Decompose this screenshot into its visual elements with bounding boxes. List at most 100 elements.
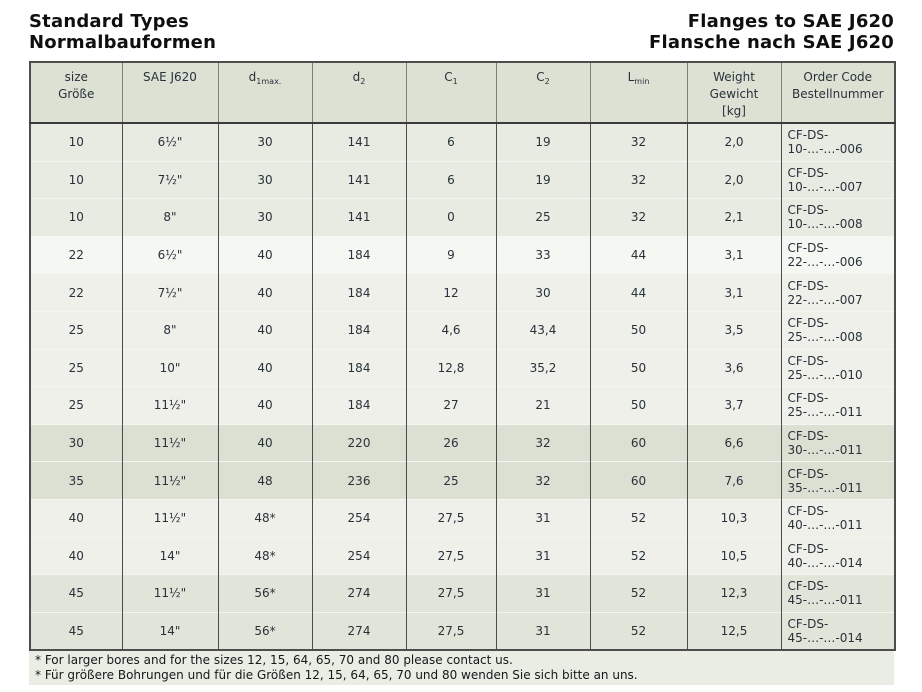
page-title-block: Standard Types Normalbauformen (29, 11, 216, 53)
cell-d2: 274 (312, 611, 407, 651)
cell-size: 40 (30, 498, 123, 538)
cell-order: CF-DS-22-…-…-006 (781, 235, 895, 274)
cell-lmin: 44 (590, 235, 688, 274)
page-title-en: Standard Types (29, 11, 190, 32)
cell-c1: 12,8 (406, 348, 497, 387)
cell-sae: 11½" (122, 498, 219, 538)
cell-sae: 8" (122, 198, 219, 237)
table-body: 10 6½" 30 141 6 19 32 2,0 CF-DS-10-…-…-006 10 7½" 3… (30, 123, 895, 651)
cell-order: CF-DS-10-…-…-006 (781, 123, 895, 162)
cell-order: CF-DS-45-…-…-011 (781, 574, 895, 613)
cell-order: CF-DS-10-…-…-008 (781, 198, 895, 237)
table-row: 10 8" 30 141 0 25 32 2,1 CF-DS-10-…-…-008 (30, 198, 895, 237)
header-cell-c2: C2 (496, 62, 591, 124)
cell-order: CF-DS-25-…-…-011 (781, 386, 895, 425)
table-row: 25 8" 40 184 4,6 43,4 50 3,5 CF-DS-25-…-…-008 (30, 310, 895, 350)
cell-size: 10 (30, 198, 123, 237)
cell-weight: 12,3 (687, 574, 782, 613)
cell-sae: 14" (122, 536, 219, 575)
cell-order: CF-DS-45-…-…-014 (781, 611, 895, 651)
cell-lmin: 52 (590, 574, 688, 613)
footnotes-block: * For larger bores and for the sizes 12,… (29, 651, 894, 686)
cell-size: 40 (30, 536, 123, 575)
cell-c1: 27 (406, 386, 497, 425)
cell-weight: 6,6 (687, 423, 782, 462)
table-row: 35 11½" 48 236 25 32 60 7,6 CF-DS-35-…-…-011 (30, 461, 895, 500)
cell-c2: 31 (496, 611, 591, 651)
cell-sae: 14" (122, 611, 219, 651)
page-subtitle-en: Flanges to SAE J620 (687, 11, 894, 32)
page-subtitle-de: Flansche nach SAE J620 (649, 32, 894, 53)
cell-lmin: 60 (590, 423, 688, 462)
cell-lmin: 60 (590, 461, 688, 500)
cell-c1: 27,5 (406, 536, 497, 575)
table-row: 10 6½" 30 141 6 19 32 2,0 CF-DS-10-…-…-006 (30, 123, 895, 162)
cell-size: 22 (30, 273, 123, 312)
cell-c1: 27,5 (406, 498, 497, 538)
cell-weight: 3,1 (687, 273, 782, 312)
cell-size: 35 (30, 461, 123, 500)
cell-d2: 236 (312, 461, 407, 500)
cell-weight: 2,0 (687, 160, 782, 199)
table-row: 10 7½" 30 141 6 19 32 2,0 CF-DS-10-…-…-007 (30, 160, 895, 199)
cell-lmin: 50 (590, 348, 688, 387)
cell-lmin: 44 (590, 273, 688, 312)
cell-weight: 2,0 (687, 123, 782, 162)
page-header: Standard Types Normalbauformen Flanges t… (29, 11, 894, 53)
table-row: 22 7½" 40 184 12 30 44 3,1 CF-DS-22-…-…-007 (30, 273, 895, 312)
cell-lmin: 50 (590, 310, 688, 350)
cell-c1: 27,5 (406, 574, 497, 613)
cell-weight: 3,5 (687, 310, 782, 350)
cell-lmin: 52 (590, 536, 688, 575)
cell-order: CF-DS-35-…-…-011 (781, 461, 895, 500)
cell-sae: 7½" (122, 273, 219, 312)
table-row: 45 11½" 56* 274 27,5 31 52 12,3 CF-DS-45-…-…-011 (30, 574, 895, 613)
cell-c1: 6 (406, 160, 497, 199)
cell-c2: 30 (496, 273, 591, 312)
cell-c2: 31 (496, 536, 591, 575)
table-row: 40 14" 48* 254 27,5 31 52 10,5 CF-DS-40-…-…-014 (30, 536, 895, 575)
cell-d1max: 40 (218, 423, 313, 462)
cell-c1: 4,6 (406, 310, 497, 350)
cell-sae: 11½" (122, 423, 219, 462)
cell-d2: 254 (312, 498, 407, 538)
cell-d1max: 30 (218, 198, 313, 237)
cell-sae: 6½" (122, 235, 219, 274)
cell-d2: 184 (312, 348, 407, 387)
cell-order: CF-DS-25-…-…-010 (781, 348, 895, 387)
cell-order: CF-DS-25-…-…-008 (781, 310, 895, 350)
cell-d1max: 30 (218, 123, 313, 162)
cell-d1max: 40 (218, 273, 313, 312)
footnote-en: * For larger bores and for the sizes 12,… (35, 653, 513, 668)
cell-c1: 9 (406, 235, 497, 274)
cell-d1max: 48 (218, 461, 313, 500)
cell-c1: 12 (406, 273, 497, 312)
header-cell-d2: d2 (312, 62, 407, 124)
table-row: 40 11½" 48* 254 27,5 31 52 10,3 CF-DS-40-…-…-011 (30, 498, 895, 538)
cell-d1max: 40 (218, 235, 313, 274)
cell-weight: 10,3 (687, 498, 782, 538)
header-cell-size: size Größe (30, 62, 123, 124)
header-cell-c1: C1 (406, 62, 497, 124)
flange-dimensions-table: size Größe SAE J620 d1max. d2 C1 C2 Lmin Weight G… (29, 61, 896, 652)
cell-d2: 220 (312, 423, 407, 462)
cell-weight: 3,7 (687, 386, 782, 425)
cell-d1max: 56* (218, 574, 313, 613)
cell-size: 22 (30, 235, 123, 274)
cell-lmin: 32 (590, 160, 688, 199)
cell-c2: 19 (496, 160, 591, 199)
cell-c1: 6 (406, 123, 497, 162)
header-cell-order: Order Code Bestellnummer (781, 62, 895, 124)
cell-d1max: 48* (218, 536, 313, 575)
cell-d1max: 30 (218, 160, 313, 199)
cell-sae: 7½" (122, 160, 219, 199)
table-row: 45 14" 56* 274 27,5 31 52 12,5 CF-DS-45-…-…-014 (30, 611, 895, 651)
table-header: size Größe SAE J620 d1max. d2 C1 C2 Lmin Weight G… (30, 62, 895, 124)
cell-d1max: 40 (218, 348, 313, 387)
header-cell-weight: Weight Gewicht [kg] (687, 62, 782, 124)
cell-weight: 10,5 (687, 536, 782, 575)
cell-size: 45 (30, 611, 123, 651)
header-cell-lmin: Lmin (590, 62, 688, 124)
cell-c1: 25 (406, 461, 497, 500)
